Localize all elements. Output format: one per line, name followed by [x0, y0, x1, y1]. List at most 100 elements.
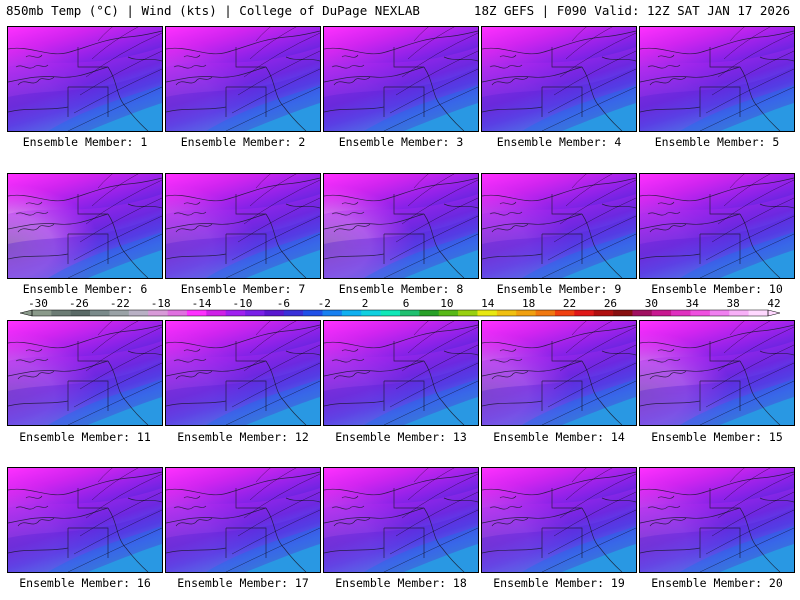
- colorbar-tick-label: 42: [767, 297, 780, 310]
- colorbar-tick-label: 6: [403, 297, 410, 310]
- colorbar-swatch: [419, 310, 440, 316]
- ensemble-member-18-map[interactable]: [323, 467, 479, 573]
- ensemble-member-4-map[interactable]: [481, 26, 637, 132]
- colorbar-swatch: [671, 310, 691, 316]
- ensemble-member-20-label: Ensemble Member: 20: [651, 576, 783, 590]
- colorbar-swatch: [90, 310, 110, 316]
- ensemble-member-6-label: Ensemble Member: 6: [22, 282, 148, 296]
- colorbar-swatch: [51, 310, 72, 316]
- colorbar-swatch: [322, 310, 343, 316]
- colorbar-swatch: [70, 310, 91, 316]
- ensemble-member-15-label: Ensemble Member: 15: [651, 430, 783, 444]
- ensemble-member-19-label: Ensemble Member: 19: [493, 576, 625, 590]
- ensemble-member-17-map[interactable]: [165, 467, 321, 573]
- colorbar-swatch: [167, 310, 188, 316]
- colorbar-tick-label: -2: [318, 297, 331, 310]
- ensemble-member-12-map[interactable]: [165, 320, 321, 426]
- ensemble-member-11-map[interactable]: [7, 320, 163, 426]
- colorbar-swatch: [477, 310, 498, 316]
- ensemble-member-16-label: Ensemble Member: 16: [19, 576, 151, 590]
- ensemble-member-9-map[interactable]: [481, 173, 637, 279]
- colorbar-swatch: [225, 310, 246, 316]
- colorbar-tick-label: -22: [110, 297, 130, 310]
- ensemble-member-1-map[interactable]: [7, 26, 163, 132]
- colorbar-swatch: [496, 310, 517, 316]
- ensemble-member-7-label: Ensemble Member: 7: [180, 282, 306, 296]
- ensemble-member-6-map[interactable]: [7, 173, 163, 279]
- colorbar-tick-label: -26: [69, 297, 89, 310]
- colorbar-swatch: [283, 310, 304, 316]
- colorbar-swatch: [516, 310, 536, 316]
- ensemble-member-3-map[interactable]: [323, 26, 479, 132]
- colorbar-swatch: [709, 310, 730, 316]
- ensemble-member-2-map[interactable]: [165, 26, 321, 132]
- temperature-colorbar: -30 -26 -22 -18 -14 -10 -6 -2 2 6 10 14 18 22 26 30 34 38…: [19, 297, 781, 317]
- ensemble-member-8-label: Ensemble Member: 8: [338, 282, 464, 296]
- ensemble-member-5-label: Ensemble Member: 5: [654, 135, 780, 149]
- colorbar-swatch: [32, 310, 52, 316]
- ensemble-member-18-label: Ensemble Member: 18: [335, 576, 467, 590]
- colorbar-swatch: [264, 310, 285, 316]
- ensemble-member-8-map[interactable]: [323, 173, 479, 279]
- colorbar-swatch: [729, 310, 749, 316]
- ensemble-member-13-map[interactable]: [323, 320, 479, 426]
- colorbar-high-arrow: [767, 309, 781, 317]
- colorbar-swatch: [748, 310, 769, 316]
- colorbar-swatch: [400, 310, 420, 316]
- colorbar-swatch: [361, 310, 381, 316]
- colorbar-swatch: [458, 310, 478, 316]
- colorbar-low-arrow: [19, 309, 33, 317]
- ensemble-member-7-map[interactable]: [165, 173, 321, 279]
- ensemble-member-16-map[interactable]: [7, 467, 163, 573]
- model-run-info: 18Z GEFS | F090 Valid: 12Z SAT JAN 17 20…: [473, 3, 790, 18]
- ensemble-member-9-label: Ensemble Member: 9: [496, 282, 622, 296]
- colorbar-tick-label: 22: [563, 297, 576, 310]
- ensemble-member-11-label: Ensemble Member: 11: [19, 430, 151, 444]
- colorbar-tick-label: 26: [604, 297, 617, 310]
- ensemble-member-2-label: Ensemble Member: 2: [180, 135, 306, 149]
- ensemble-member-14-map[interactable]: [481, 320, 637, 426]
- colorbar-swatch: [341, 310, 362, 316]
- colorbar-swatch: [613, 310, 633, 316]
- colorbar-tick-label: -30: [28, 297, 48, 310]
- colorbar-swatch: [593, 310, 614, 316]
- colorbar-swatch: [535, 310, 556, 316]
- colorbar-tick-label: 38: [726, 297, 739, 310]
- ensemble-member-1-label: Ensemble Member: 1: [22, 135, 148, 149]
- colorbar-outline: [31, 309, 769, 317]
- colorbar-swatch: [690, 310, 711, 316]
- colorbar-tick-label: 34: [686, 297, 700, 310]
- colorbar-tick-label: 30: [645, 297, 658, 310]
- ensemble-member-13-label: Ensemble Member: 13: [335, 430, 467, 444]
- ensemble-member-19-map[interactable]: [481, 467, 637, 573]
- ensemble-member-10-map[interactable]: [639, 173, 795, 279]
- ensemble-member-5-map[interactable]: [639, 26, 795, 132]
- ensemble-member-4-label: Ensemble Member: 4: [496, 135, 622, 149]
- colorbar-tick-label: -14: [192, 297, 212, 310]
- ensemble-member-15-map[interactable]: [639, 320, 795, 426]
- page-title: 850mb Temp (°C) | Wind (kts) | College o…: [6, 3, 420, 18]
- colorbar-tick-label: -10: [233, 297, 253, 310]
- colorbar-swatch: [303, 310, 323, 316]
- colorbar-swatch: [245, 310, 265, 316]
- colorbar-swatch: [128, 310, 149, 316]
- ensemble-member-17-label: Ensemble Member: 17: [177, 576, 309, 590]
- colorbar-swatch: [109, 310, 130, 316]
- ensemble-member-3-label: Ensemble Member: 3: [338, 135, 464, 149]
- colorbar-swatch: [651, 310, 672, 316]
- colorbar-swatch: [632, 310, 653, 316]
- colorbar-tick-label: -18: [151, 297, 171, 310]
- colorbar-swatch: [186, 310, 207, 316]
- colorbar-tick-label: 18: [522, 297, 535, 310]
- colorbar-swatch: [554, 310, 575, 316]
- ensemble-member-20-map[interactable]: [639, 467, 795, 573]
- ensemble-member-12-label: Ensemble Member: 12: [177, 430, 309, 444]
- colorbar-swatch: [206, 310, 226, 316]
- colorbar-swatch: [380, 310, 401, 316]
- ensemble-member-10-label: Ensemble Member: 10: [651, 282, 783, 296]
- colorbar-tick-label: -6: [277, 297, 290, 310]
- ensemble-member-14-label: Ensemble Member: 14: [493, 430, 625, 444]
- colorbar-swatch: [438, 310, 459, 316]
- colorbar-tick-label: 14: [481, 297, 495, 310]
- colorbar-swatch: [148, 310, 168, 316]
